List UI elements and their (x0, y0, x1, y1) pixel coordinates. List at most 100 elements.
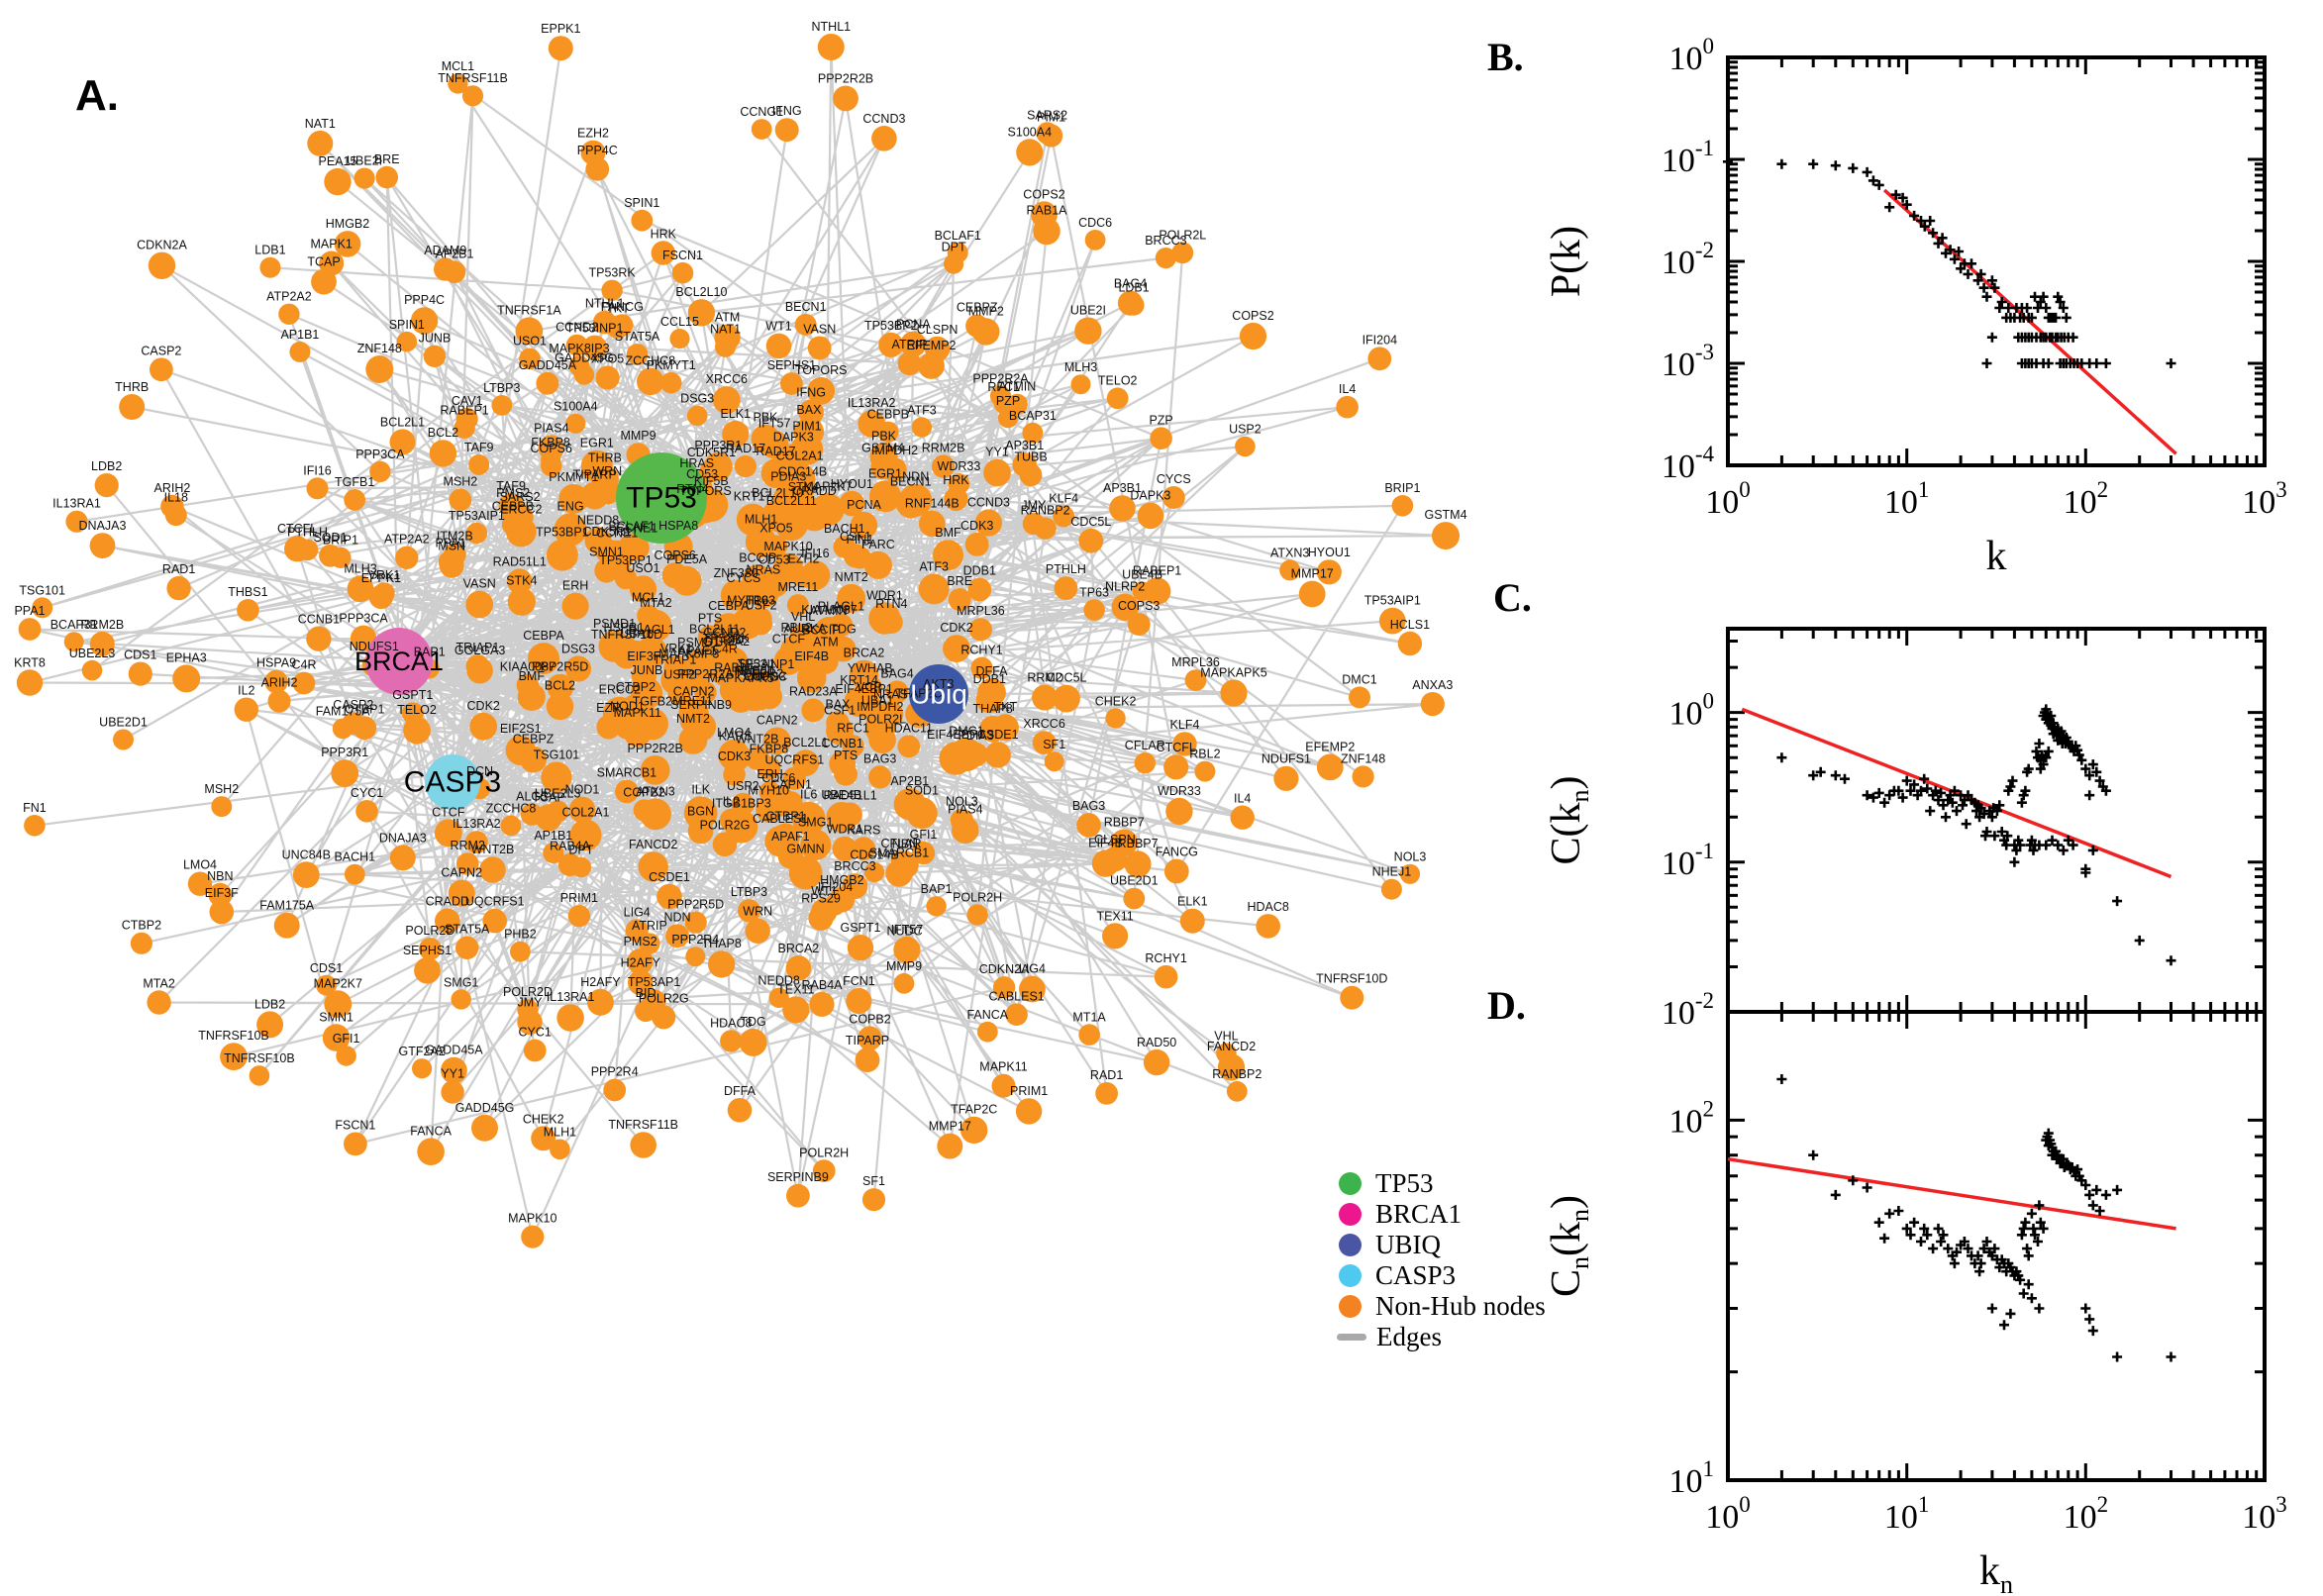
network-node-label: MRE11 (672, 694, 713, 708)
network-node-label: CCNE1 (596, 527, 638, 541)
network-node (970, 656, 993, 679)
network-node-label: ITM2B (437, 530, 473, 544)
network-node-label: AKT3 (923, 677, 954, 691)
network-node-label: ZNF148 (1341, 751, 1385, 765)
network-node-label: POLR2D (503, 985, 553, 999)
network-node-label: BCL2L11 (689, 623, 740, 637)
network-node-label: USP2 (727, 779, 759, 793)
network-node-label: ATXN3 (636, 784, 674, 798)
network-node (1154, 964, 1178, 989)
network-node (565, 334, 588, 356)
network-node (119, 394, 146, 420)
legend-item-casp3: CASP3 (1339, 1260, 1546, 1291)
network-node-label: TNFRSF11B (608, 1118, 678, 1132)
network-node-label: NDUFS1 (1262, 752, 1311, 766)
panel-B-y-axis-title: P(k) (1544, 226, 1589, 297)
network-node-label: NDN (902, 470, 929, 484)
network-node-label: EPPK1 (361, 571, 401, 585)
network-node (1070, 374, 1091, 395)
network-node-label: BMF (519, 669, 546, 683)
network-node-label: PMS2 (496, 486, 530, 500)
panel-D-y-axis-title: Cn(kn) (1544, 1195, 1594, 1297)
network-node-label: TDG (740, 1015, 765, 1029)
network-node (434, 819, 462, 848)
network-node (507, 587, 536, 616)
network-node-label: PIM1 (792, 420, 821, 434)
network-node-label: TELO2 (397, 703, 437, 717)
network-node-label: TKT (993, 700, 1017, 714)
network-node-label: CEBPA (708, 599, 750, 613)
network-node-label: HYOU1 (831, 477, 873, 491)
network-node-label: TEX11 (777, 982, 814, 996)
network-node (505, 735, 536, 766)
network-node (1006, 393, 1028, 415)
network-node-label: H2AFY (580, 975, 621, 989)
network-node-label: CTCF (432, 805, 465, 819)
network-node-label: UNC84B (282, 848, 331, 861)
network-node-label: MRE11 (778, 580, 819, 594)
network-node (751, 119, 772, 140)
network-node (1143, 1048, 1170, 1076)
network-node-label: THAP8 (702, 937, 742, 950)
network-node (423, 345, 447, 367)
network-node-label: SMN1 (589, 545, 624, 558)
network-node-label: BRIP1 (1384, 481, 1420, 495)
network-node-label: BECN1 (785, 300, 827, 314)
network-node (966, 904, 988, 926)
network-node-label: RAD51L1 (823, 789, 876, 803)
network-node-label: CDK5R1 (583, 525, 632, 539)
network-node (541, 761, 572, 793)
network-node-label: RBBP7 (1104, 816, 1145, 830)
network-node-label: PPP3R1 (694, 439, 742, 452)
network-node-label: UBA1 (620, 627, 653, 641)
network-node-label: DDB1 (973, 672, 1006, 686)
network-node-label: GADD45A (519, 358, 577, 372)
network-node (1143, 577, 1171, 605)
network-node-label: TCAP (307, 255, 340, 269)
network-node-label: FANCG (601, 300, 644, 314)
network-node (745, 746, 769, 770)
network-legend: TP53 BRCA1 UBIQ CASP3 Non-Hub nodes Edges (1337, 1168, 1546, 1352)
network-node-label: MYH10 (748, 783, 789, 797)
network-node (758, 781, 781, 804)
network-node (863, 861, 885, 883)
network-node-label: BCL2L10 (675, 285, 727, 299)
network-node-label: TP53BP1 (599, 553, 653, 567)
network-node-label: MRPL36 (957, 604, 1005, 618)
network-node (332, 718, 354, 740)
network-node (523, 1039, 547, 1062)
network-node-label: MLH1 (544, 1126, 576, 1140)
network-node-label: CDS1 (124, 648, 156, 662)
network-node (558, 483, 589, 514)
network-node (871, 126, 897, 151)
network-node-label: XPO5 (591, 351, 624, 365)
network-node-label: CTCF (772, 633, 806, 647)
network-node (788, 855, 823, 890)
network-node (451, 989, 471, 1010)
network-node-label: CAV1 (452, 394, 483, 408)
network-node (659, 371, 682, 394)
network-node (1032, 684, 1059, 711)
network-node-label: LMO4 (183, 858, 217, 872)
network-node-label: BRIP1 (323, 534, 358, 548)
network-node-label: EGR1 (580, 437, 614, 450)
network-node (1163, 754, 1189, 780)
network-node-label: CEBPB (867, 408, 909, 422)
network-node-label: IL4 (1234, 792, 1251, 806)
network-node-label: DAPK3 (773, 430, 814, 444)
network-node (396, 331, 418, 352)
network-node-label: PLAGL1 (818, 600, 864, 614)
network-node (455, 936, 479, 959)
network-node (1084, 230, 1106, 250)
network-node-label: RTN4 (676, 482, 708, 496)
network-node-label: NLRP2 (1105, 580, 1145, 594)
network-node-label: ATM (715, 311, 740, 325)
network-node-label: CDC6 (761, 771, 795, 785)
network-node-label: TIPARP (846, 1034, 889, 1047)
network-node (1132, 581, 1153, 602)
network-node (1179, 908, 1205, 934)
network-node (964, 532, 989, 556)
network-node (546, 539, 578, 571)
network-node-label: COPS2 (1023, 187, 1064, 201)
network-node-label: POLR2G (700, 819, 751, 833)
